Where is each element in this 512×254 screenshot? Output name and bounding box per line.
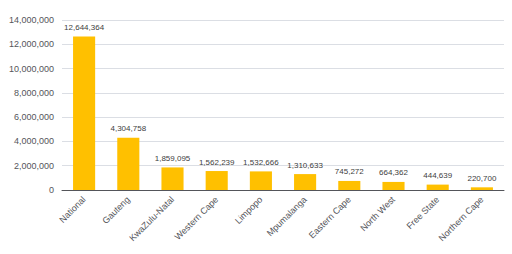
svg-text:Eastern Cape: Eastern Cape [307, 194, 353, 240]
svg-text:4,304,758: 4,304,758 [111, 124, 147, 133]
svg-text:664,362: 664,362 [379, 168, 408, 177]
svg-text:6,000,000: 6,000,000 [14, 112, 54, 122]
svg-text:Limpopo: Limpopo [233, 194, 264, 225]
svg-text:KwaZulu-Natal: KwaZulu-Natal [127, 194, 176, 243]
svg-text:12,644,364: 12,644,364 [64, 23, 105, 32]
svg-text:Northern Cape: Northern Cape [437, 194, 486, 243]
svg-text:Western Cape: Western Cape [173, 194, 221, 242]
svg-text:10,000,000: 10,000,000 [9, 64, 54, 74]
svg-text:12,000,000: 12,000,000 [9, 39, 54, 49]
svg-text:220,700: 220,700 [467, 174, 496, 183]
svg-text:0: 0 [49, 185, 54, 195]
svg-text:444,639: 444,639 [423, 171, 452, 180]
svg-text:14,000,000: 14,000,000 [9, 15, 54, 25]
svg-text:Gauteng: Gauteng [100, 194, 131, 225]
svg-text:1,859,095: 1,859,095 [155, 154, 191, 163]
svg-text:1,562,239: 1,562,239 [199, 158, 235, 167]
svg-text:1,310,633: 1,310,633 [287, 161, 323, 170]
svg-text:2,000,000: 2,000,000 [14, 161, 54, 171]
svg-text:8,000,000: 8,000,000 [14, 88, 54, 98]
svg-text:Free State: Free State [404, 194, 441, 231]
svg-text:4,000,000: 4,000,000 [14, 136, 54, 146]
svg-text:National: National [57, 194, 87, 224]
svg-text:745,272: 745,272 [335, 167, 364, 176]
svg-text:North West: North West [358, 194, 397, 233]
svg-text:Mpumalanga: Mpumalanga [265, 194, 309, 238]
svg-text:1,532,666: 1,532,666 [243, 158, 279, 167]
